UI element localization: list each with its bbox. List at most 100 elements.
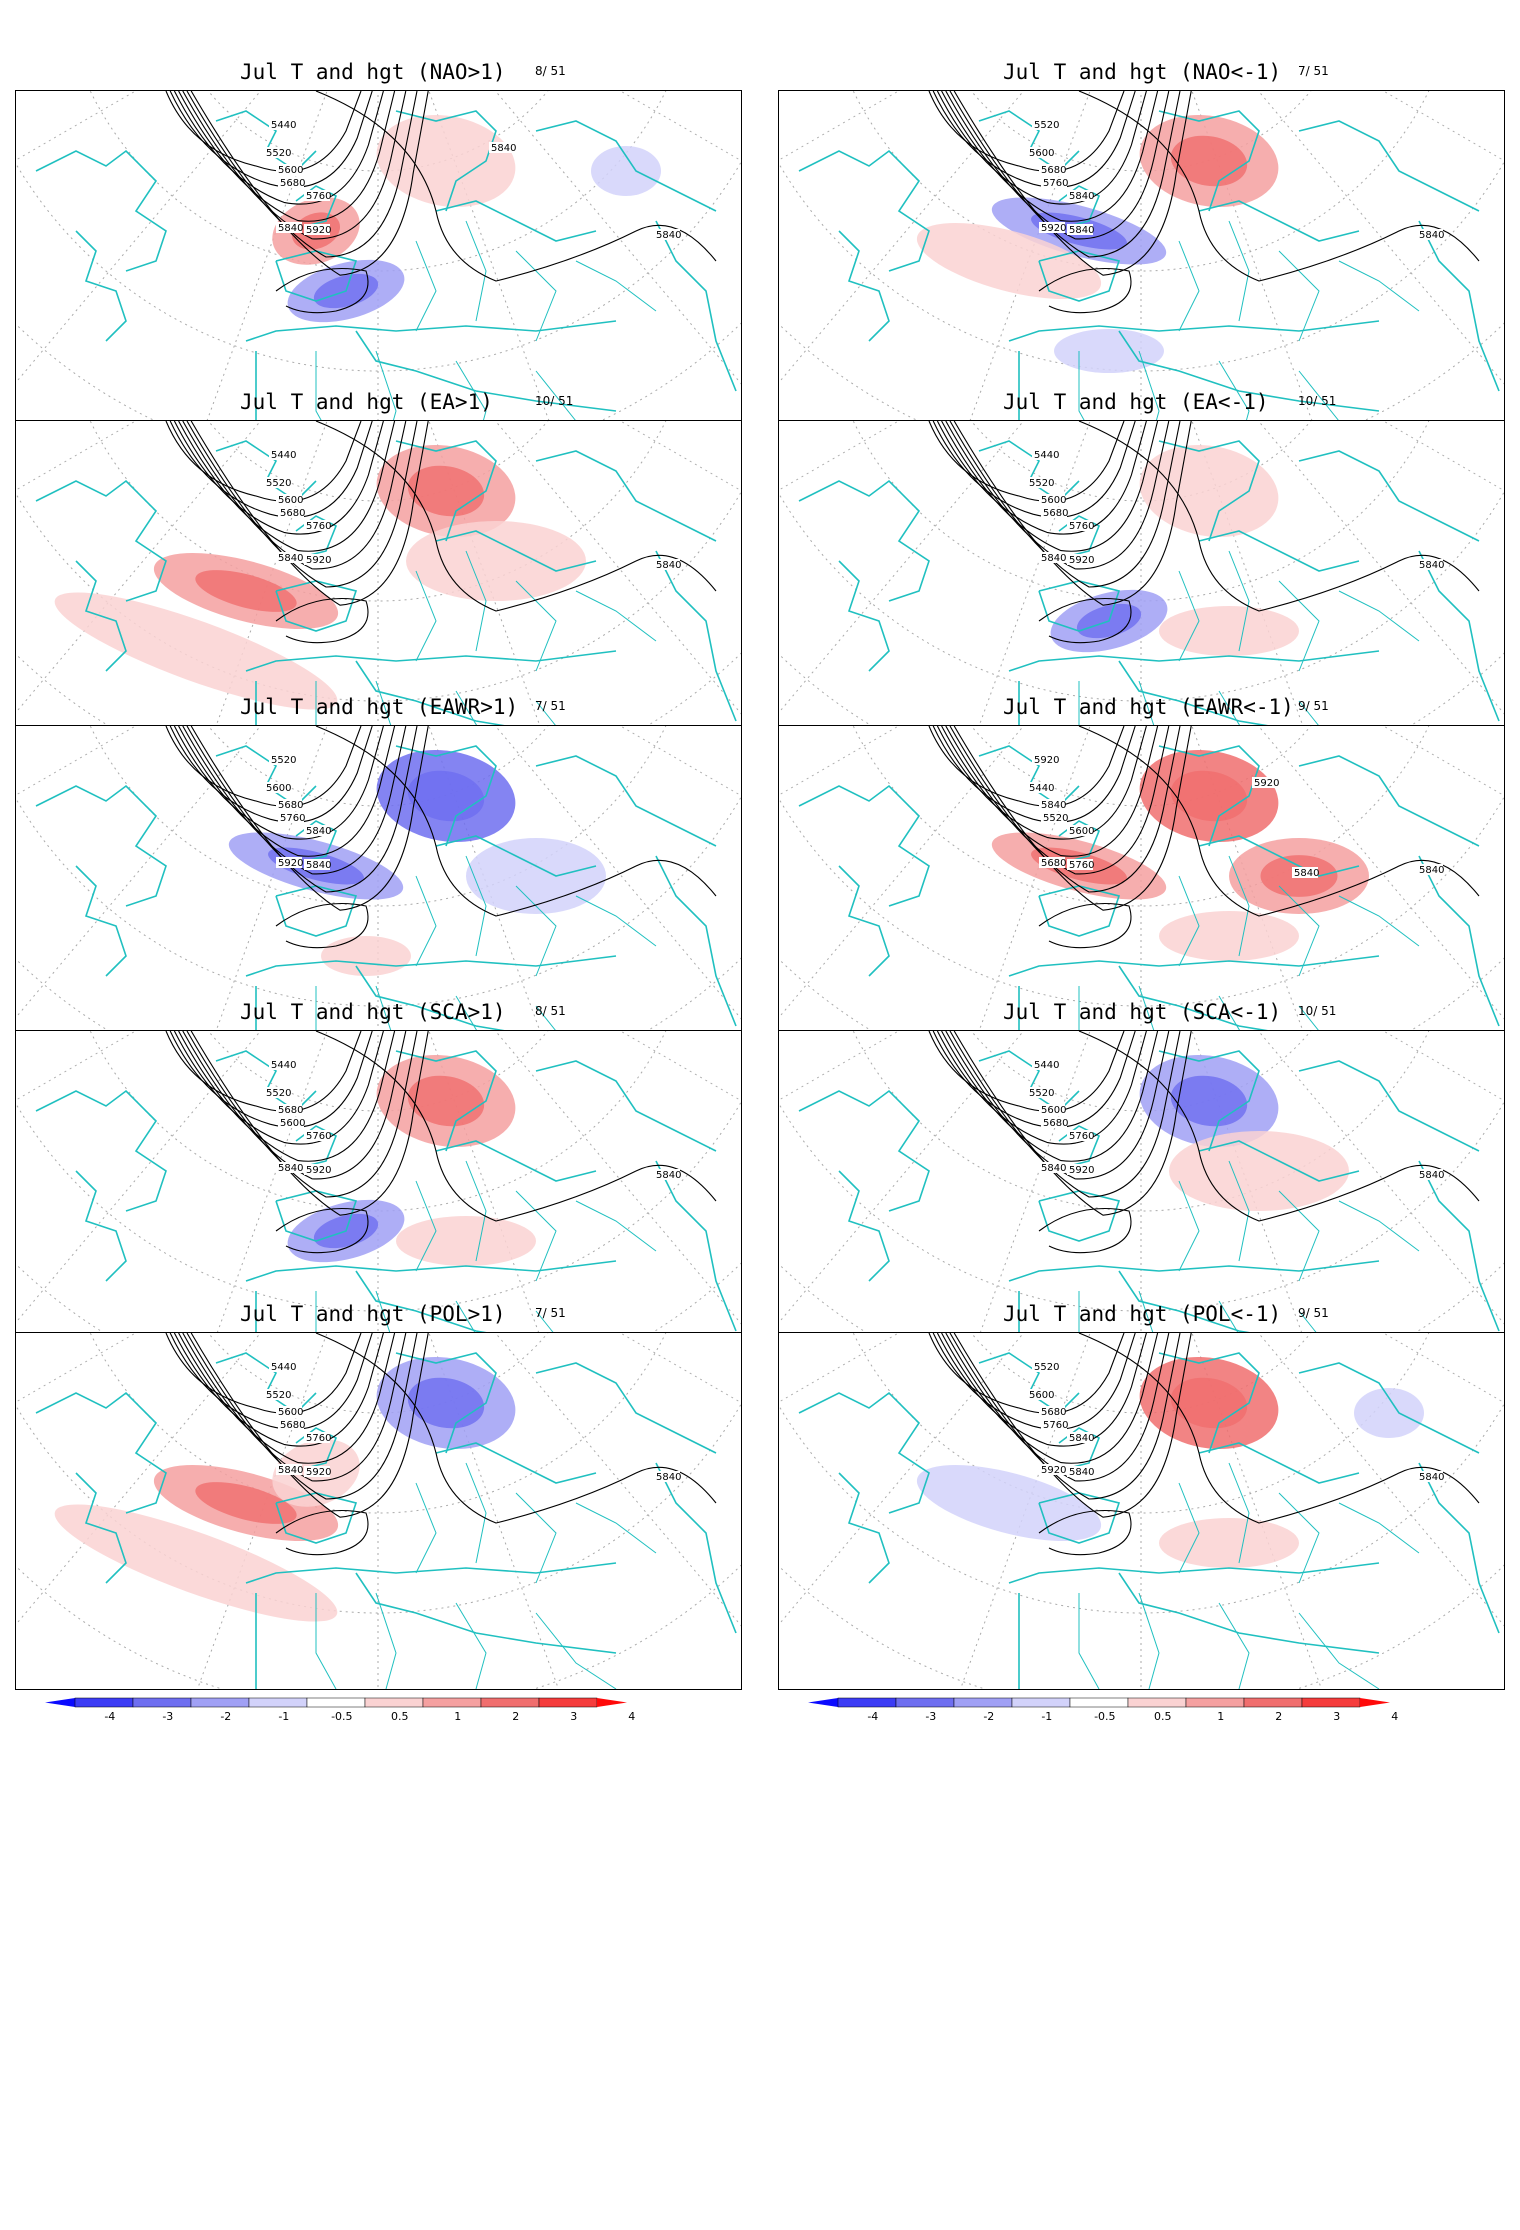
anomaly-core bbox=[1170, 1377, 1248, 1429]
anomaly-pos-central-atlantic bbox=[916, 222, 1102, 300]
contour-label: 5920 bbox=[306, 555, 331, 566]
contour-label: 5760 bbox=[306, 1131, 331, 1142]
colorbar-label: 4 bbox=[628, 1710, 635, 1723]
colorbar-label: -4 bbox=[867, 1710, 878, 1723]
contour-label: 5600 bbox=[1029, 1390, 1054, 1401]
contour-label: 5920 bbox=[1041, 223, 1066, 234]
height-contours bbox=[165, 1333, 717, 1556]
sample-count: 10/ 51 bbox=[535, 394, 574, 408]
colorbar: -4 -3 -2 -1 -0.5 0.5 1 2 3 4 bbox=[45, 1694, 725, 1728]
contour-label: 5840 bbox=[656, 560, 681, 571]
contour-label: 5920 bbox=[306, 1467, 331, 1478]
anomaly-core bbox=[407, 1075, 485, 1127]
contour-label: 5920 bbox=[1069, 555, 1094, 566]
sample-count: 8/ 51 bbox=[535, 1004, 566, 1018]
map-frame: 5440 5520 5600 5680 5760 5840 5920 5840 bbox=[15, 1332, 742, 1690]
contour-label: 5600 bbox=[278, 1407, 303, 1418]
contour-label: 5920 bbox=[1034, 755, 1059, 766]
contour-label: 5840 bbox=[1041, 800, 1066, 811]
graticule bbox=[16, 91, 741, 447]
panel-title-row: Jul T and hgt (NAO>1) 8/ 51 bbox=[15, 50, 775, 90]
panel-title-row: Jul T and hgt (NAO<-1) 7/ 51 bbox=[778, 50, 1520, 90]
contour-label: 5760 bbox=[1069, 860, 1094, 871]
contour-label: 5840 bbox=[1069, 225, 1094, 236]
panel-title-row: Jul T and hgt (SCA>1) 8/ 51 bbox=[15, 990, 775, 1030]
map-panel: Jul T and hgt (NAO>1) 8/ 51 5440 5520 5600 56… bbox=[15, 50, 775, 490]
colorbar-segment bbox=[248, 1697, 308, 1708]
colorbar-segment bbox=[422, 1697, 482, 1708]
country-borders bbox=[315, 1462, 657, 1689]
contour-label: 5680 bbox=[1041, 1407, 1066, 1418]
colorbar-label: -1 bbox=[1041, 1710, 1052, 1723]
contour-label: 5440 bbox=[271, 120, 296, 131]
colorbar-label: 2 bbox=[1275, 1710, 1282, 1723]
anomaly-pos-mediterranean bbox=[1159, 1518, 1299, 1568]
contour-label: 5600 bbox=[1041, 495, 1066, 506]
panel-title-row: Jul T and hgt (EA>1) 10/ 51 bbox=[15, 380, 775, 420]
contour-label: 5440 bbox=[271, 1362, 296, 1373]
contour-label: 5520 bbox=[1034, 120, 1059, 131]
height-contours bbox=[928, 726, 1480, 949]
sample-count: 7/ 51 bbox=[1298, 64, 1329, 78]
colorbar-label: -3 bbox=[162, 1710, 173, 1723]
colorbar-segment bbox=[895, 1697, 955, 1708]
contour-label: 5840 bbox=[1041, 1163, 1066, 1174]
panel-title-row: Jul T and hgt (POL>1) 7/ 51 bbox=[15, 1292, 775, 1332]
anomaly-core bbox=[407, 770, 485, 822]
height-contours bbox=[165, 1031, 717, 1254]
coastlines bbox=[798, 1352, 1500, 1689]
panel-title: Jul T and hgt (EAWR<-1) bbox=[1003, 695, 1294, 719]
contour-label: 5680 bbox=[278, 800, 303, 811]
colorbar-segment bbox=[1301, 1697, 1361, 1708]
anomaly-pos-europe bbox=[1169, 1131, 1349, 1211]
map-panel: Jul T and hgt (SCA<-1) 10/ 51 5440 5520 5600… bbox=[778, 990, 1520, 1430]
height-contours bbox=[165, 421, 717, 644]
colorbar-label: -3 bbox=[925, 1710, 936, 1723]
colorbar-segment bbox=[190, 1697, 250, 1708]
colorbar-label: 1 bbox=[454, 1710, 461, 1723]
panel-title-row: Jul T and hgt (EAWR<-1) 9/ 51 bbox=[778, 685, 1520, 725]
contour-label: 5600 bbox=[1029, 148, 1054, 159]
colorbar-label: -2 bbox=[983, 1710, 994, 1723]
map-panel: Jul T and hgt (EAWR>1) 7/ 51 5520 5600 5680 5… bbox=[15, 685, 775, 1125]
contour-label: 5760 bbox=[280, 813, 305, 824]
coastlines bbox=[35, 440, 737, 777]
contour-label: 5920 bbox=[1069, 1165, 1094, 1176]
colorbar-segment bbox=[1243, 1697, 1303, 1708]
anomaly-shading bbox=[1139, 1055, 1349, 1211]
map-panel: Jul T and hgt (POL<-1) 9/ 51 5520 5600 5680 5… bbox=[778, 1292, 1520, 1732]
panel-title-row: Jul T and hgt (POL<-1) 9/ 51 bbox=[778, 1292, 1520, 1332]
height-contours bbox=[928, 91, 1480, 314]
coastlines bbox=[35, 1352, 737, 1689]
anomaly-pos-iberia bbox=[321, 936, 411, 976]
contour-label: 5520 bbox=[1029, 1088, 1054, 1099]
map-frame: 5440 5520 5600 5680 5760 5840 5920 5840 5840 bbox=[15, 90, 742, 448]
anomaly-core bbox=[195, 570, 297, 612]
contour-label: 5600 bbox=[1069, 826, 1094, 837]
contour-label: 5440 bbox=[271, 1060, 296, 1071]
anomaly-pos-scandinavia bbox=[376, 115, 516, 207]
contour-label: 5760 bbox=[306, 521, 331, 532]
contour-label: 5840 bbox=[1069, 1433, 1094, 1444]
anomaly-neg-russia-north bbox=[1354, 1388, 1424, 1438]
map-panel: Jul T and hgt (EA<-1) 10/ 51 5440 5520 5600 5… bbox=[778, 380, 1520, 820]
map-frame: 5440 5520 5680 5600 5760 5840 5920 5840 bbox=[15, 1030, 742, 1388]
height-contours bbox=[165, 91, 717, 314]
contour-label: 5840 bbox=[1041, 553, 1066, 564]
contour-label: 5840 bbox=[306, 860, 331, 871]
colorbar-segment bbox=[1011, 1697, 1071, 1708]
anomaly-pos-mediterranean bbox=[1159, 606, 1299, 656]
anomaly-neg-russia-north bbox=[591, 146, 661, 196]
colorbar-label: -2 bbox=[220, 1710, 231, 1723]
map-panel: Jul T and hgt (EAWR<-1) 9/ 51 5920 5440 5840… bbox=[778, 685, 1520, 1125]
